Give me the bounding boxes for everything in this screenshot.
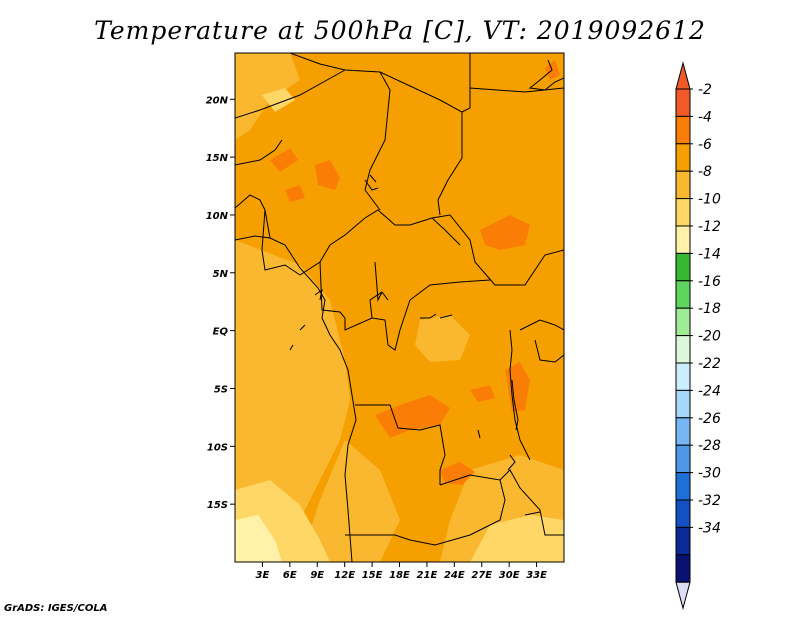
colorbar-swatch [675,472,691,501]
x-tick-label: 15E [362,570,383,581]
field-band-warm-5 [375,395,450,438]
field-band-se-pale [470,515,564,562]
field-band-south-central [300,440,400,562]
x-tick-label: 33E [526,570,547,581]
y-tick-label: 15S [207,500,228,511]
x-axis: 3E 6E 9E 12E 15E 18E 21E 24E 27E 30E 33E [256,562,547,581]
colorbar-bottom-arrow [675,581,691,611]
colorbar-label: -26 [698,411,721,427]
field-band-warm-6 [440,462,475,485]
colorbar-swatch [675,417,691,446]
colorbar-label: -12 [698,219,721,235]
colorbar-swatch [675,280,691,309]
colorbar-swatch [675,252,691,282]
field-band-n-pale [262,88,295,112]
y-tick-label: 10N [206,211,229,222]
field-band-warm-3 [285,185,305,202]
colorbar-swatch [675,554,691,583]
colorbar-label: -6 [698,137,712,153]
colorbar-label: -28 [698,438,721,454]
x-tick-label: 30E [499,570,520,581]
colorbar-swatch [675,170,691,200]
field-band-warm-7 [505,362,530,412]
y-tick-label: EQ [213,327,229,338]
x-tick-label: 24E [444,570,465,581]
x-tick-label: 12E [334,570,355,581]
y-tick-label: 5S [214,384,228,395]
x-tick-label: 27E [471,570,492,581]
field-band-central-light [415,315,470,362]
colorbar-swatch [675,499,691,528]
y-axis: 20N 15N 10N 5N EQ 5S 10S 15S [206,95,235,511]
field-band-sw-palest [235,515,282,562]
colorbar-label: -8 [698,164,712,180]
colorbar-label: -24 [698,383,721,399]
chart-title: Temperature at 500hPa [C], VT: 201909261… [94,16,706,45]
colorbar: -2 -4 -6 -8 -10 -12 -14 -16 -18 -20 -22 -24 -26 -28 -3… [675,61,721,611]
colorbar-label: -22 [698,356,721,372]
colorbar-swatch [675,198,691,227]
temperature-field [235,53,564,562]
y-tick-label: 5N [213,269,229,280]
colorbar-label: -14 [698,246,721,262]
field-band-warm-2 [315,160,340,190]
colorbar-label: -4 [698,109,712,125]
colorbar-swatch [675,526,691,556]
colorbar-label: -20 [698,329,721,345]
colorbar-label: -16 [698,274,721,290]
colorbar-swatch [675,115,691,145]
colorbar-swatch [675,307,691,337]
x-tick-label: 18E [389,570,410,581]
colorbar-swatch [675,389,691,419]
x-tick-label: 6E [283,570,297,581]
borders [235,53,564,562]
y-tick-label: 15N [206,153,229,164]
field-band-west-atlantic [235,240,350,562]
y-tick-label: 10S [207,442,228,453]
colorbar-swatch [675,362,691,391]
colorbar-label: -30 [698,466,721,482]
field-band-warm-4 [480,215,530,250]
colorbar-label: -2 [698,82,712,98]
colorbar-top-arrow [675,61,691,90]
colorbar-label: -32 [698,493,721,509]
x-tick-label: 21E [417,570,438,581]
colorbar-swatch [675,88,691,117]
colorbar-swatch [675,225,691,254]
grads-credit: GrADS: IGES/COLA [4,603,108,614]
colorbar-label: -18 [698,301,721,317]
field-band-warm-1 [270,148,298,172]
colorbar-label: -10 [698,192,721,208]
colorbar-swatch [675,335,691,364]
field-band-warm-8 [470,385,495,402]
y-tick-label: 20N [206,95,229,106]
colorbar-label: -34 [698,520,721,536]
x-tick-label: 3E [256,570,270,581]
x-tick-label: 9E [310,570,324,581]
colorbar-swatch [675,143,691,172]
colorbar-swatch [675,444,691,474]
